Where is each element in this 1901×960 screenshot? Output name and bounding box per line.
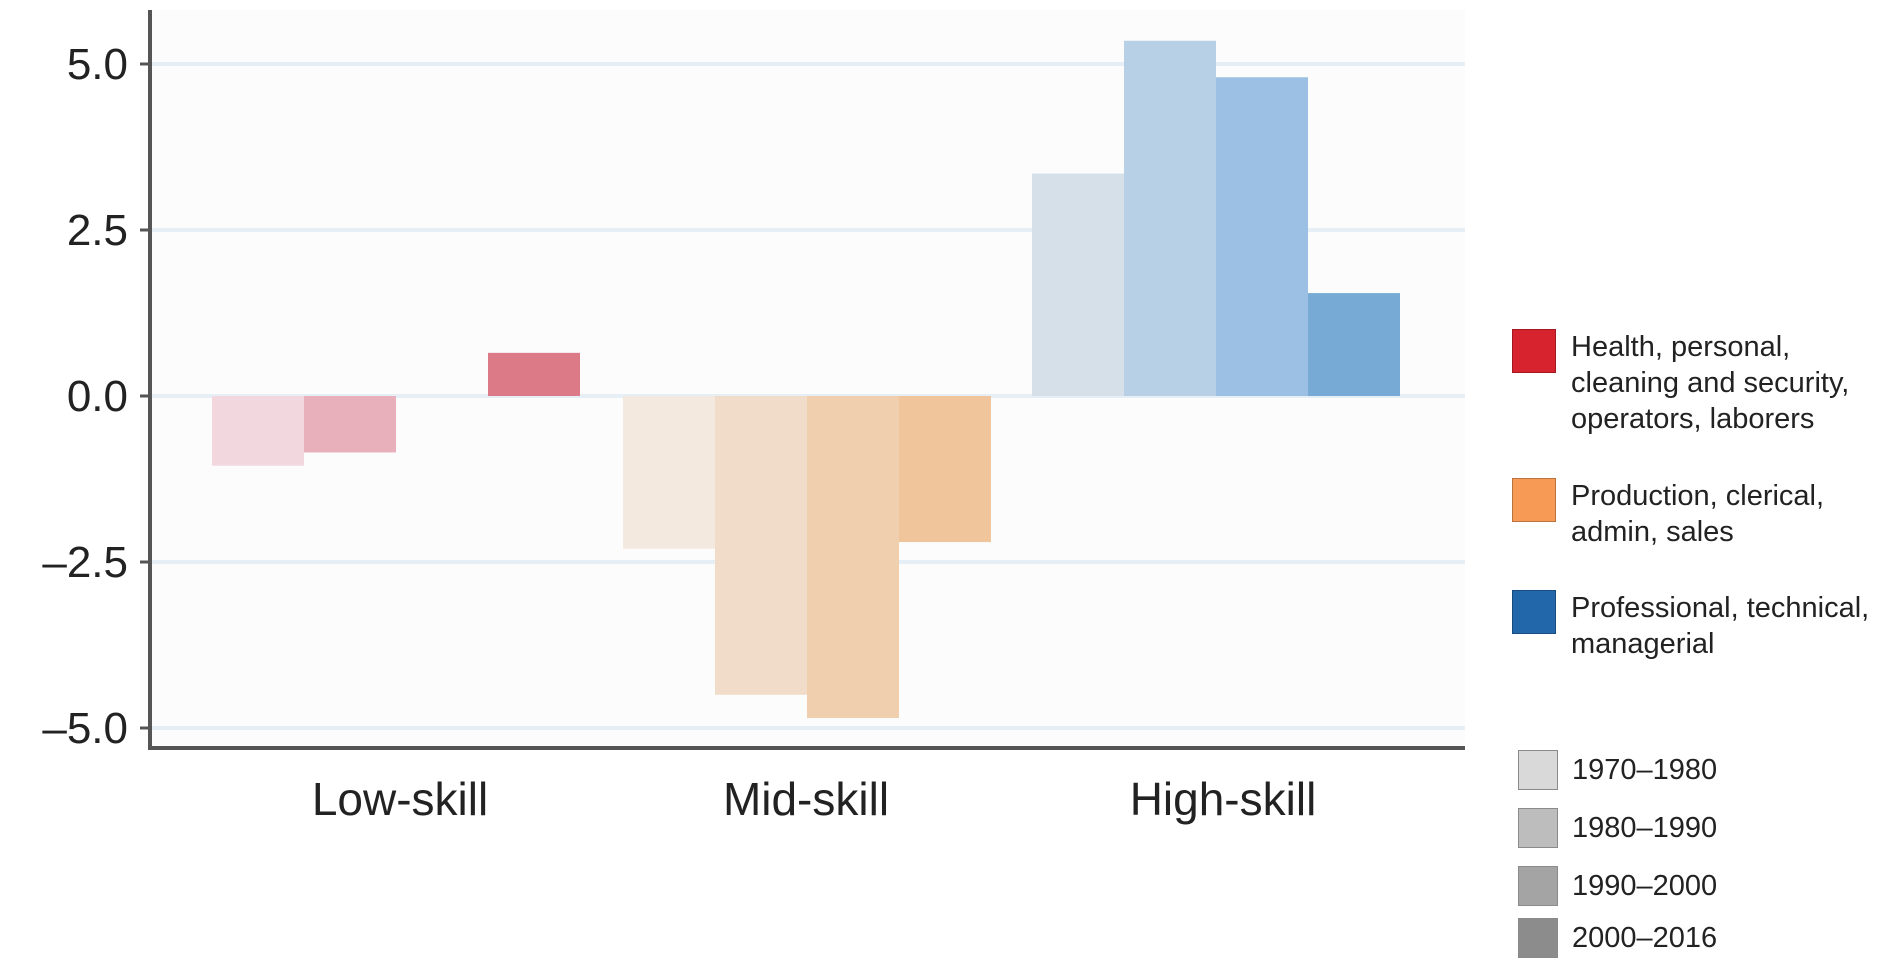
legend-swatch-red	[1512, 329, 1556, 373]
legend: Health, personal, cleaning and security,…	[1512, 0, 1901, 960]
y-axis-ticks: 5.0 2.5 0.0 –2.5 –5.0	[42, 40, 150, 753]
legend-label-1990-2000: 1990–2000	[1572, 869, 1718, 902]
legend-label-2000-2016: 2000–2016	[1572, 921, 1718, 954]
y-tick-label: 2.5	[67, 206, 128, 255]
y-tick-label: –5.0	[42, 704, 128, 753]
bar-high-skill-1	[1124, 40, 1216, 396]
legend-item-1970-1980: 1970–1980	[1518, 750, 1717, 790]
bar-mid-skill-3	[899, 396, 991, 543]
bar-low-skill-3	[488, 352, 580, 396]
legend-swatch-1980-1990	[1518, 808, 1558, 848]
y-tick-label: 5.0	[67, 40, 128, 89]
bar-mid-skill-2	[807, 396, 899, 719]
bars	[212, 40, 1400, 719]
y-tick-label: –2.5	[42, 538, 128, 587]
y-tick-label: 0.0	[67, 372, 128, 421]
legend-item-2000-2016: 2000–2016	[1518, 918, 1717, 958]
legend-swatch-orange	[1512, 478, 1556, 522]
bar-high-skill-2	[1216, 77, 1308, 396]
legend-item-1990-2000: 1990–2000	[1518, 866, 1717, 906]
x-tick-label: Low-skill	[312, 773, 488, 825]
bar-low-skill-1	[304, 396, 396, 453]
bar-low-skill-0	[212, 396, 304, 466]
x-tick-label: High-skill	[1130, 773, 1317, 825]
legend-item-professional: Professional, technical, managerial	[1512, 590, 1891, 662]
legend-label-production: Production, clerical, admin, sales	[1571, 480, 1825, 548]
legend-item-1980-1990: 1980–1990	[1518, 808, 1717, 848]
legend-label-1970-1980: 1970–1980	[1572, 753, 1718, 786]
bar-chart: 5.0 2.5 0.0 –2.5 –5.0 Low-skill Mid-skill High…	[42, 10, 1465, 825]
bar-high-skill-0	[1032, 173, 1124, 396]
bar-mid-skill-0	[623, 396, 715, 549]
legend-swatch-blue	[1512, 590, 1556, 634]
legend-label-1980-1990: 1980–1990	[1572, 811, 1718, 844]
legend-label-professional: Professional, technical, managerial	[1571, 592, 1870, 660]
legend-swatch-1970-1980	[1518, 750, 1558, 790]
legend-item-production: Production, clerical, admin, sales	[1512, 478, 1871, 550]
legend-swatch-2000-2016	[1518, 918, 1558, 958]
legend-item-health: Health, personal, cleaning and security,…	[1512, 329, 1901, 437]
x-tick-label: Mid-skill	[723, 773, 889, 825]
legend-label-health: Health, personal, cleaning and security,…	[1571, 331, 1850, 435]
x-axis-labels: Low-skill Mid-skill High-skill	[312, 773, 1316, 825]
bar-high-skill-3	[1308, 293, 1400, 396]
legend-swatch-1990-2000	[1518, 866, 1558, 906]
bar-mid-skill-1	[715, 396, 807, 695]
